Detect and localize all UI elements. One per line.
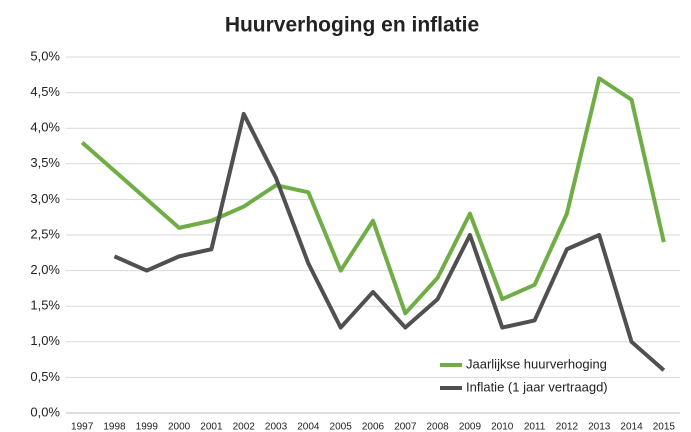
x-tick-label: 2013	[588, 422, 611, 432]
legend-label: Jaarlijkse huurverhoging	[466, 356, 607, 371]
y-tick-label: 2,5%	[30, 226, 60, 241]
y-tick-label: 4,5%	[30, 84, 60, 99]
y-tick-label: 0,5%	[30, 369, 60, 384]
x-tick-label: 1998	[103, 422, 126, 432]
x-tick-label: 2009	[459, 422, 482, 432]
x-tick-label: 2000	[168, 422, 191, 432]
x-tick-label: 2012	[556, 422, 579, 432]
x-tick-label: 2007	[394, 422, 417, 432]
series-line	[113, 111, 666, 372]
x-tick-label: 2008	[427, 422, 450, 432]
series-line	[80, 76, 666, 316]
x-tick-label: 2002	[233, 422, 256, 432]
y-tick-label: 3,5%	[30, 155, 60, 170]
y-tick-label: 2,0%	[30, 262, 60, 277]
x-tick-label: 2010	[491, 422, 514, 432]
x-tick-label: 2015	[653, 422, 676, 432]
x-tick-label: 2003	[265, 422, 288, 432]
x-tick-label: 2011	[524, 422, 546, 432]
x-tick-label: 2001	[200, 422, 223, 432]
x-tick-label: 2014	[620, 422, 643, 432]
y-tick-label: 1,5%	[30, 298, 60, 313]
y-tick-label: 4,0%	[30, 120, 60, 135]
x-tick-label: 2006	[362, 422, 385, 432]
legend-label: Inflatie (1 jaar vertraagd)	[466, 379, 608, 394]
x-tick-label: 1999	[136, 422, 159, 432]
y-tick-label: 1,0%	[30, 333, 60, 348]
chart-title: Huurverhoging en inflatie	[225, 14, 479, 37]
y-tick-label: 3,0%	[30, 191, 60, 206]
y-tick-label: 5,0%	[30, 48, 60, 63]
x-tick-label: 1997	[71, 422, 94, 432]
x-tick-label: 2005	[330, 422, 353, 432]
y-tick-label: 0,0%	[30, 404, 60, 419]
x-tick-label: 2004	[297, 422, 320, 432]
